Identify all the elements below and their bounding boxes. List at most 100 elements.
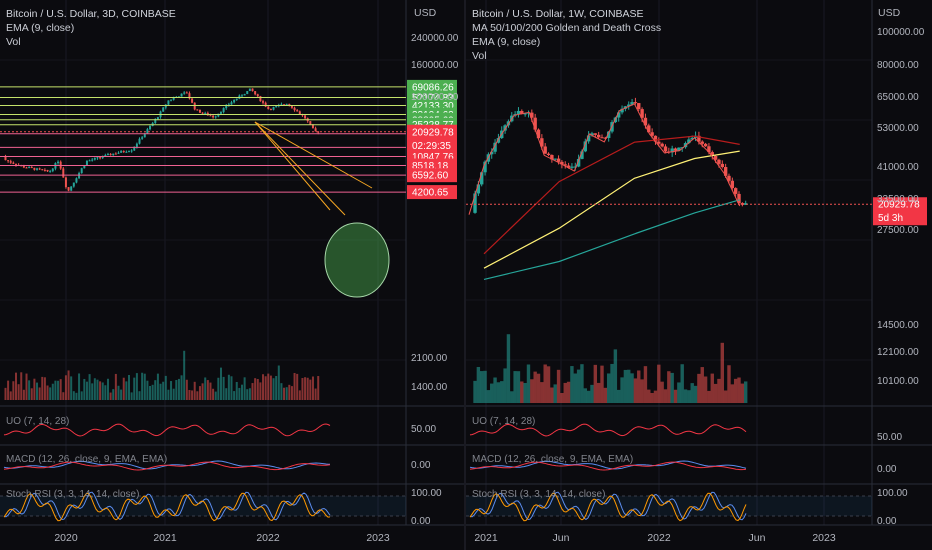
candle-body	[530, 112, 534, 118]
candle-body	[185, 92, 188, 94]
volume-bar	[713, 383, 718, 403]
candle-body	[280, 104, 283, 106]
right-chart-pane[interactable]: 20929.78 5d 3h 100000.00 80000.00 65000.00 53…	[466, 0, 932, 550]
target-ellipse	[324, 222, 390, 298]
right-chart-svg[interactable]: 20929.78 5d 3h 100000.00 80000.00 65000.00 53…	[466, 0, 932, 550]
candle-body	[75, 178, 78, 183]
candle-body	[91, 159, 94, 161]
volume-bar	[188, 389, 191, 400]
price-tag: 69086.26	[412, 82, 454, 93]
price-axis-label: 65000.00	[877, 92, 919, 103]
candle-body	[516, 110, 521, 115]
macd-signal-line	[3, 461, 331, 471]
candle-body	[233, 99, 236, 103]
candle-body	[217, 113, 220, 117]
candle-body	[540, 138, 544, 147]
volume-bar	[51, 383, 54, 400]
stoch-d-line	[469, 492, 747, 522]
candle-body	[70, 186, 73, 191]
volume-bar	[17, 384, 20, 400]
volume-bar	[212, 388, 215, 400]
candle-body	[9, 161, 12, 163]
volume-bar	[710, 373, 714, 403]
candle-body	[606, 131, 611, 138]
macd-axis-label: 0.00	[411, 460, 431, 471]
candle-body	[733, 188, 738, 194]
price-axis-label: 10100.00	[877, 376, 919, 387]
volume-bar	[606, 373, 611, 403]
candle-body	[620, 108, 624, 113]
volume-bar	[248, 388, 251, 400]
volume-bar	[72, 391, 75, 400]
volume-bar	[96, 379, 99, 400]
volume-bar	[175, 379, 178, 400]
candle-body	[262, 101, 265, 103]
volume-bar	[46, 385, 49, 400]
volume-bar	[285, 387, 288, 400]
left-chart-pane[interactable]: 69086.2652174.8342133.3033104.6228805.60…	[0, 0, 466, 550]
volume-bar	[593, 364, 598, 403]
candle-body	[520, 110, 524, 115]
candle-body	[573, 166, 577, 168]
date-axis-label: Jun	[553, 532, 570, 544]
price-tag-bg	[407, 185, 457, 200]
volume-bar	[493, 377, 497, 403]
volume-bar	[486, 390, 491, 403]
left-chart-svg[interactable]: 69086.2652174.8342133.3033104.6228805.60…	[0, 0, 464, 550]
volume-bar	[30, 388, 33, 400]
candle-body	[193, 102, 196, 110]
volume-bar	[59, 379, 62, 400]
volume-bar	[620, 377, 624, 403]
price-axis-label: 240000.00	[411, 33, 459, 44]
candle-body	[317, 131, 320, 133]
candle-body	[117, 152, 120, 154]
right-legend: Bitcoin / U.S. Dollar, 1W, COINBASE MA 5…	[472, 7, 661, 63]
volume-bar	[230, 376, 233, 400]
volume-bar	[112, 389, 115, 400]
candle-body	[120, 151, 123, 153]
candle-body	[713, 156, 718, 160]
volume-bar	[54, 380, 57, 400]
volume-bar	[473, 380, 477, 403]
volume-bar	[733, 378, 738, 403]
candle-body	[41, 169, 44, 171]
volume-bar	[490, 383, 494, 403]
volume-bar	[677, 382, 681, 403]
left-vol-label: Vol	[6, 36, 21, 48]
candle-body	[560, 161, 564, 165]
candle-body	[72, 182, 75, 187]
candle-body	[550, 155, 554, 160]
volume-bar	[583, 388, 587, 403]
ma-line	[483, 150, 740, 269]
volume-bar	[600, 365, 604, 403]
volume-bar	[296, 373, 299, 400]
candle-body	[288, 103, 291, 106]
date-axis-label: 2021	[153, 532, 177, 544]
date-axis-label: 2022	[256, 532, 280, 544]
candle-body	[700, 141, 704, 144]
volume-bar	[217, 377, 220, 400]
candle-body	[670, 148, 674, 153]
candle-body	[246, 91, 249, 95]
candle-body	[563, 164, 567, 166]
candle-body	[476, 184, 481, 194]
volume-bar	[141, 372, 144, 400]
candle-body	[633, 102, 638, 104]
volume-bar	[687, 390, 691, 403]
volume-bar	[667, 371, 671, 403]
candle-body	[243, 94, 246, 96]
date-axis-label: 2023	[366, 532, 390, 544]
candle-body	[617, 112, 621, 118]
volume-bar	[254, 378, 257, 400]
candle-body	[4, 155, 7, 161]
candle-body	[209, 115, 212, 117]
candle-body	[703, 143, 708, 147]
ema-line	[468, 103, 741, 215]
volume-bar	[138, 391, 141, 400]
price-axis-label: 80000.00	[877, 60, 919, 71]
candle-body	[172, 97, 175, 100]
candle-body	[293, 107, 296, 111]
candle-body	[167, 100, 170, 105]
volume-bar	[251, 383, 254, 400]
volume-bar	[573, 373, 577, 403]
